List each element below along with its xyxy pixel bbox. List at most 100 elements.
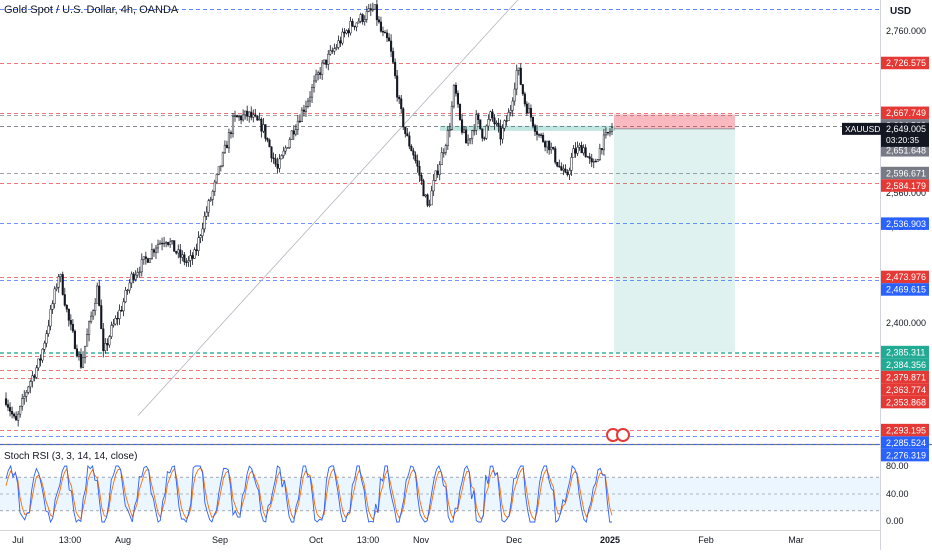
level-tag[interactable]: 2,384.356	[881, 358, 929, 371]
candle	[371, 2, 374, 13]
candle	[231, 113, 235, 138]
level-tag[interactable]: 2,469.615	[881, 283, 929, 296]
candle	[454, 82, 457, 97]
position-risk-zone[interactable]	[614, 114, 735, 129]
candle	[296, 114, 299, 135]
candle-body	[544, 141, 547, 148]
candle	[13, 412, 16, 419]
level-tag[interactable]: 2,536.903	[881, 217, 929, 230]
candle	[509, 105, 512, 117]
candle	[248, 111, 251, 123]
candle	[19, 405, 22, 418]
candle-body	[588, 156, 591, 159]
candle	[47, 319, 50, 337]
candle	[308, 91, 312, 107]
level-tag[interactable]: 2,363.774	[881, 383, 929, 396]
candle-body	[592, 161, 595, 163]
candle	[120, 305, 123, 312]
indicator-title[interactable]: Stoch RSI (3, 3, 14, 14, close)	[4, 451, 138, 462]
level-tag[interactable]: 2,651.648	[881, 144, 929, 157]
candlestick-series[interactable]	[4, 0, 614, 427]
level-tag[interactable]: 2,596.671	[881, 166, 929, 180]
candle-body	[21, 398, 24, 407]
candle-body	[169, 241, 172, 245]
level-tag[interactable]: 2,385.311	[881, 345, 929, 359]
candle-body	[203, 215, 206, 230]
candle	[493, 114, 496, 130]
level-tag[interactable]: 2,667.749	[881, 106, 929, 120]
price-level-tags[interactable]: 2,726.5752,667.7492,664.5692,651.6982,65…	[881, 56, 929, 462]
candle	[122, 298, 125, 317]
candle	[602, 128, 605, 156]
candle	[63, 287, 66, 307]
level-tag[interactable]: 2,379.871	[881, 370, 929, 384]
candle	[537, 133, 541, 138]
candle-body	[244, 110, 247, 116]
candle	[471, 129, 474, 145]
candle	[503, 119, 506, 132]
candle	[548, 140, 551, 155]
candle	[77, 350, 81, 361]
stoch-k-line[interactable]	[5, 464, 612, 524]
level-tag[interactable]: 2,584.179	[881, 179, 929, 192]
candle-body	[126, 289, 129, 292]
candle-body	[43, 342, 46, 350]
candle-body	[371, 8, 374, 11]
candle	[531, 116, 535, 129]
candle	[416, 154, 419, 173]
trendline[interactable]	[137, 0, 525, 416]
candle	[430, 185, 433, 206]
candle	[33, 373, 36, 382]
candle-body	[546, 140, 549, 148]
level-tag[interactable]: 2,276.319	[881, 448, 929, 462]
price-scale-currency[interactable]: USD	[890, 6, 912, 17]
support-zone[interactable]	[440, 125, 615, 131]
candle-body	[377, 19, 380, 23]
candle-body	[365, 11, 368, 20]
candle-body	[229, 132, 233, 134]
event-flag-icon[interactable]	[616, 428, 630, 442]
candle-body	[161, 242, 164, 245]
candle-body	[542, 134, 545, 142]
candle	[146, 257, 149, 264]
candle-body	[29, 381, 32, 388]
level-tag[interactable]: 2,293.195	[881, 423, 929, 437]
candle	[517, 67, 520, 76]
candle-body	[31, 375, 34, 382]
candle	[229, 130, 233, 139]
level-tag[interactable]: 2,285.524	[881, 436, 929, 449]
candle-body	[77, 354, 81, 357]
candle-body	[343, 31, 346, 34]
candle	[452, 84, 455, 109]
candle-body	[558, 165, 561, 168]
candle-body	[540, 134, 543, 136]
candle	[221, 151, 224, 168]
candle-body	[467, 139, 470, 144]
candle-body	[94, 303, 97, 311]
candle	[606, 131, 609, 136]
economic-events[interactable]	[606, 428, 630, 442]
time-tick-label: Mar	[788, 535, 804, 545]
candle	[264, 124, 267, 142]
candle-body	[357, 20, 360, 24]
candle-body	[55, 287, 58, 290]
candle-body	[379, 21, 382, 32]
candle	[150, 243, 153, 260]
level-tag[interactable]: 2,473.976	[881, 270, 929, 284]
candle-body	[215, 174, 218, 183]
candle-body	[177, 249, 180, 254]
level-tag[interactable]: 2,353.868	[881, 395, 929, 409]
candle	[442, 148, 445, 158]
level-tag[interactable]: 2,726.575	[881, 56, 929, 70]
candle	[317, 70, 320, 81]
candle	[94, 298, 97, 316]
candle	[377, 16, 380, 24]
candle	[473, 124, 476, 136]
candle	[35, 364, 38, 379]
candle-body	[367, 8, 370, 12]
position-reward-zone[interactable]	[614, 128, 735, 352]
time-axis[interactable]: Jul 13:00 Aug Sep Oct 13:00 Nov Dec 2025 Feb Mar	[12, 535, 804, 545]
